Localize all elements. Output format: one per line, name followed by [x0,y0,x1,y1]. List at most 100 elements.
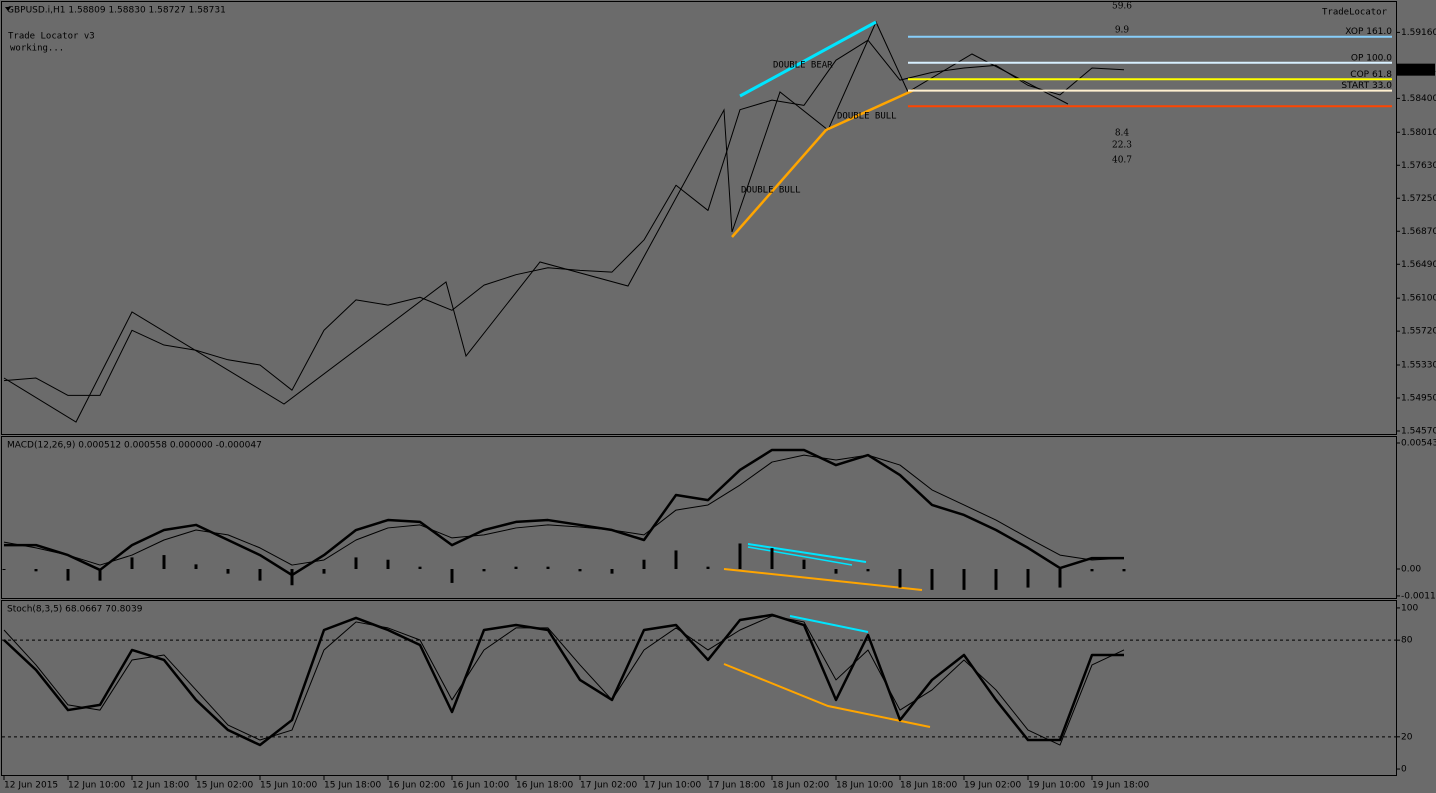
series-line [3,615,1125,746]
x-tick-label: 18 Jun 18:00 [900,781,957,791]
divergence-line [789,615,869,633]
histogram-bar [1026,569,1030,588]
histogram-bar [898,569,902,588]
x-tick-label: 18 Jun 02:00 [772,781,829,791]
histogram-bar [578,569,582,572]
histogram-bar [354,557,358,570]
x-tick-label: 17 Jun 18:00 [708,781,765,791]
histogram-bar [34,569,38,572]
x-tick-label: 16 Jun 18:00 [516,781,573,791]
y-tick-label: 20 [1401,732,1413,742]
x-tick-label: 17 Jun 02:00 [580,781,637,791]
panel-title: Stoch(8,3,5) 68.0667 70.8039 [7,605,143,615]
y-tick-label: 1.56490 [1401,260,1436,270]
histogram-bar [770,548,774,570]
histogram-bar [162,555,166,570]
trend-line [739,20,877,98]
price-level-label: XOP 161.0 [1345,27,1392,37]
trend-line [731,88,915,238]
histogram-bar [706,566,710,570]
x-tick-label: 16 Jun 02:00 [388,781,445,791]
y-tick-label: 1.56870 [1401,227,1436,237]
histogram-bar [610,569,614,574]
histogram-bar [834,569,838,574]
histogram-bar [994,569,998,590]
histogram-bar [674,550,678,570]
x-tick-label: 12 Jun 18:00 [132,781,189,791]
series-line [4,448,1124,577]
last-price-box [1397,63,1435,76]
divergence-line [747,543,867,563]
price-level-label: START 33.0 [1341,81,1392,91]
histogram-bar [1090,569,1094,572]
x-tick-label: 12 Jun 10:00 [68,781,125,791]
x-tick-label: 19 Jun 02:00 [964,781,1021,791]
y-tick-label: 80 [1401,636,1413,646]
y-tick-label: -0.001161 [1401,591,1436,601]
y-tick-label: 1.56100 [1401,294,1436,304]
series-line [3,613,1124,747]
x-tick-label: 17 Jun 10:00 [644,781,701,791]
y-tick-label: 1.58010 [1401,128,1436,138]
y-tick-label: 1.59160 [1401,28,1436,38]
x-tick-label: 15 Jun 02:00 [196,781,253,791]
histogram-bar [642,559,646,570]
y-tick-label: 0 [1401,765,1407,775]
histogram-bar [130,557,134,570]
histogram-bar [482,569,486,572]
x-tick-label: 12 Jun 2015 [4,781,58,791]
annotation: working... [10,44,64,54]
histogram-bar [322,569,326,574]
histogram-bar [514,566,518,570]
histogram-bar [802,559,806,570]
histogram-bar [2,569,6,571]
histogram-bar [1122,569,1126,572]
annotation: TradeLocator [1322,8,1388,18]
x-tick-label: 15 Jun 18:00 [324,781,381,791]
histogram-bar [930,569,934,590]
x-tick-label: 18 Jun 10:00 [836,781,893,791]
histogram-bar [1058,569,1062,588]
annotation: Trade Locator v3 [8,32,95,42]
x-tick-label: 16 Jun 10:00 [452,781,509,791]
divergence-line [723,663,931,728]
y-tick-label: 1.55330 [1401,361,1436,371]
histogram-bar [866,569,870,572]
y-tick-label: 1.57250 [1401,194,1436,204]
histogram-bar [546,566,550,570]
divergence-line [747,546,853,566]
y-tick-label: 1.54950 [1401,394,1436,404]
y-tick-label: 1.58400 [1401,94,1436,104]
series-line [3,39,1125,396]
series-line [3,454,1125,566]
histogram-bar [738,543,742,570]
histogram-bar [290,569,294,586]
histogram-bar [226,569,230,574]
histogram-bar [194,564,198,570]
histogram-bar [450,569,454,583]
histogram-bar [66,569,70,581]
annotation: DOUBLE BULL [837,112,897,122]
histogram-bar [98,569,102,581]
x-tick-label: 19 Jun 10:00 [1028,781,1085,791]
annotation: 22.3 [1112,141,1132,151]
histogram-bar [386,559,390,570]
panel-title: MACD(12,26,9) 0.000512 0.000558 0.000000… [7,441,262,451]
panel-title: GBPUSD.i,H1 1.58809 1.58830 1.58727 1.58… [7,6,226,16]
price-level-label: OP 100.0 [1351,53,1392,63]
x-tick-label: 15 Jun 10:00 [260,781,317,791]
y-tick-label: 0.005432 [1401,438,1436,448]
divergence-line [723,568,923,591]
x-tick-label: 19 Jun 18:00 [1092,781,1149,791]
menu-arrow[interactable] [5,7,11,11]
annotation: DOUBLE BEAR [773,61,833,71]
histogram-bar [258,569,262,581]
histogram-bar [962,569,966,590]
annotation: 9.9 [1115,26,1130,36]
annotation: 40.7 [1112,156,1132,166]
annotation: DOUBLE BULL [741,186,801,196]
y-tick-label: 0.00 [1401,565,1421,575]
macd-panel [1,436,1397,599]
